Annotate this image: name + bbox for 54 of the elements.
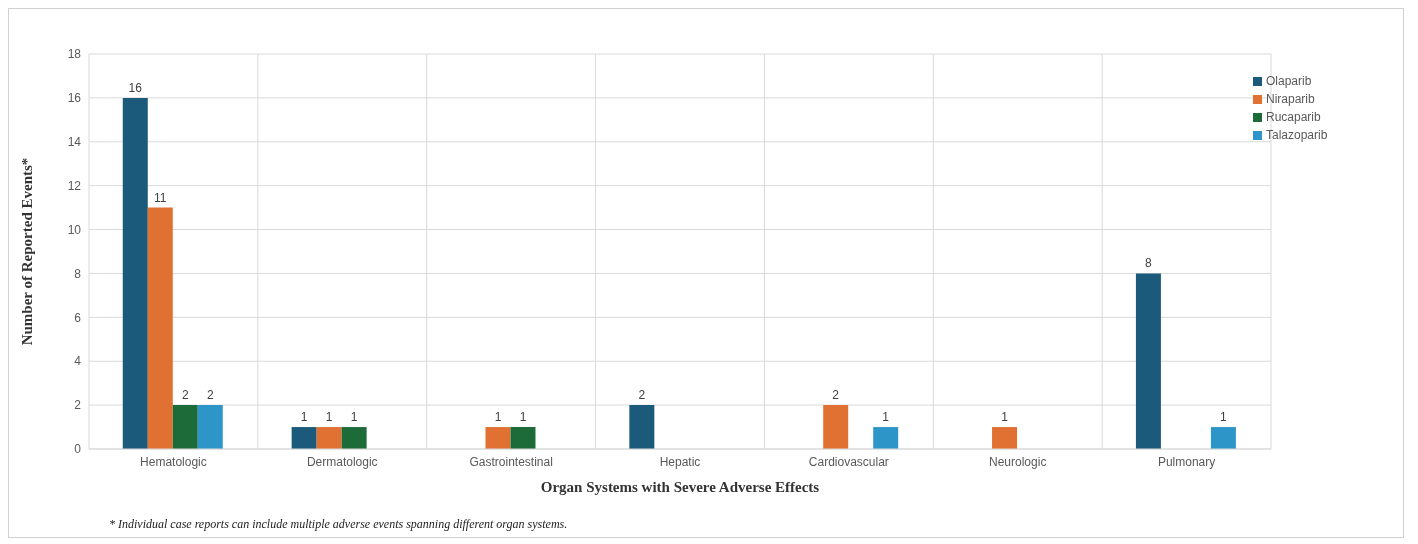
y-tick-label: 4 (74, 354, 82, 369)
data-label: 16 (128, 80, 143, 95)
legend-label: Rucaparib (1266, 110, 1321, 124)
x-axis-title: Organ Systems with Severe Adverse Effects (540, 479, 820, 495)
y-tick-label: 18 (67, 47, 82, 62)
text: * Individual case reports can include multiple adverse events spanning different organ systems. (109, 517, 568, 532)
bar (197, 405, 223, 449)
data-label: 2 (206, 388, 214, 403)
data-label: 1 (519, 410, 527, 425)
data-label: 1 (325, 410, 333, 425)
y-tick-label: 8 (74, 266, 82, 281)
bar (291, 427, 317, 449)
x-tick-label: Hematologic (140, 454, 207, 469)
y-tick-label: 12 (67, 178, 82, 193)
data-label: 11 (154, 190, 167, 205)
bar (122, 97, 148, 449)
data-label: 1 (1220, 410, 1228, 425)
legend-label: Niraparib (1266, 92, 1315, 106)
y-tick-label: 14 (67, 135, 82, 150)
y-tick-label: 10 (67, 222, 82, 237)
bar (629, 405, 655, 449)
bar (823, 405, 849, 449)
y-tick-label: 2 (74, 398, 82, 413)
x-tick-label: Hepatic (659, 454, 701, 469)
data-label: 8 (1145, 256, 1153, 271)
x-tick-label: Dermatologic (306, 454, 378, 469)
y-axis-title: Number of Reported Events* (19, 157, 36, 346)
data-label: 1 (1001, 410, 1009, 425)
bar (485, 427, 511, 449)
bar (992, 427, 1018, 449)
legend-label: Olaparib (1266, 74, 1312, 88)
x-tick-label: Gastrointestinal (469, 454, 553, 469)
data-label: 2 (832, 388, 840, 403)
x-tick-label: Neurologic (989, 454, 1047, 469)
legend-label: Talazoparib (1266, 128, 1328, 142)
x-tick-label: Pulmonary (1157, 454, 1216, 469)
bar (341, 427, 367, 449)
bar (147, 207, 173, 449)
bar (510, 427, 536, 449)
bar (873, 427, 899, 449)
data-label: 1 (494, 410, 502, 425)
bar (316, 427, 342, 449)
y-tick-label: 16 (67, 91, 82, 106)
bar (1135, 273, 1161, 449)
data-label: 1 (350, 410, 358, 425)
data-label: 2 (638, 388, 646, 403)
y-tick-label: 0 (74, 442, 82, 457)
y-tick-label: 6 (74, 310, 82, 325)
bar (1210, 427, 1236, 449)
data-label: 1 (882, 410, 890, 425)
data-label: 2 (181, 388, 189, 403)
bar (172, 405, 198, 449)
data-label: 1 (300, 410, 308, 425)
x-tick-label: Cardiovascular (808, 454, 889, 469)
